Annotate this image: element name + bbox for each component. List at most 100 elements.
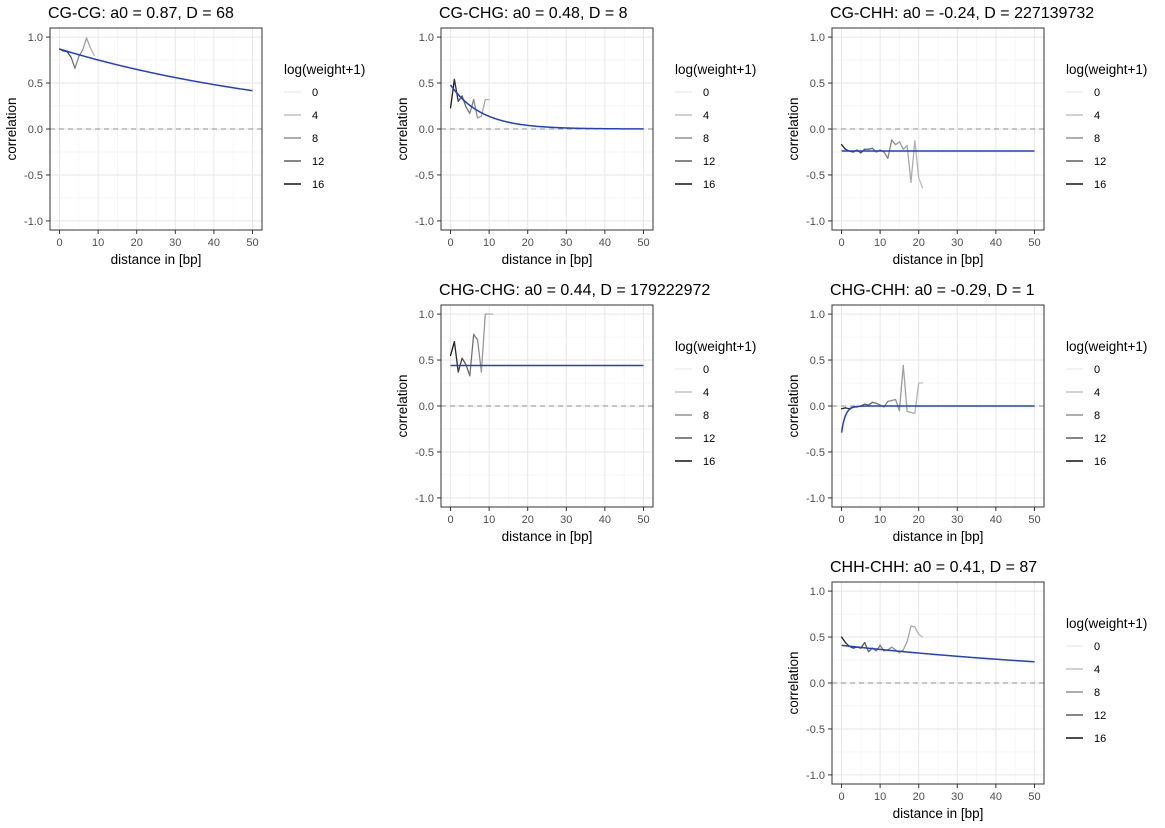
fitted-curve [841,644,1035,663]
observed-segment [914,140,920,179]
x-tick-label: 20 [131,237,143,249]
y-axis-label: correlation [786,374,801,437]
observed-segment [918,177,924,189]
observed-segment [465,106,471,115]
legend-label: 0 [1094,641,1100,653]
y-tick-label: 0.5 [810,355,825,367]
chart-title: CG-CHH: a0 = -0.24, D = 227139732 [830,5,1094,22]
x-tick-label: 0 [447,514,453,526]
x-tick-label: 20 [913,237,925,249]
chart-title: CG-CHG: a0 = 0.48, D = 8 [439,5,628,22]
observed-segment [891,646,897,651]
observed-segment [473,333,479,341]
observed-segment [894,398,901,412]
y-tick-label: -0.5 [806,170,825,182]
legend: log(weight+1) 0 4 8 12 16 [675,339,756,468]
chart-panel-3: 0 10 20 30 40 50-1.0-0.50.00.51.0CG-CHH: a0 =… [786,5,1147,267]
observed-segment [66,51,72,58]
y-tick-label: 0.0 [28,124,43,136]
observed-segment [74,55,80,69]
observed-segment [887,399,893,403]
y-tick-label: 0.0 [419,401,434,413]
legend-label: 16 [1094,179,1106,191]
x-tick-label: 0 [838,791,844,803]
x-tick-label: 10 [874,237,886,249]
x-tick-label: 10 [92,237,104,249]
legend: log(weight+1) 0 4 8 12 16 [1066,616,1147,745]
observed-segment [461,357,467,366]
legend-label: 0 [1094,87,1100,99]
x-tick-label: 40 [990,237,1002,249]
legend-title: log(weight+1) [1066,339,1147,354]
y-tick-label: -0.5 [415,447,434,459]
y-axis-label: correlation [786,97,801,160]
y-tick-label: -0.5 [24,170,43,182]
legend-label: 4 [1094,387,1100,399]
fitted-curve [840,405,1035,433]
y-tick-label: -0.5 [415,170,434,182]
observed-segment [906,410,912,414]
observed-segment [480,313,486,373]
x-tick-label: 50 [1028,514,1040,526]
observed-segment [894,141,901,146]
x-tick-label: 30 [560,237,572,249]
observed-segment [840,143,847,150]
chart-title: CHH-CHH: a0 = 0.41, D = 87 [830,559,1037,576]
legend-label: 0 [312,87,318,99]
observed-segment [902,640,908,651]
observed-segment [476,339,483,373]
fitted-curve [59,48,253,92]
observed-segment [898,364,904,412]
legend-label: 12 [1094,156,1106,168]
legend-title: log(weight+1) [1066,616,1147,631]
observed-segment [476,115,483,119]
y-tick-label: 0.5 [28,78,43,90]
x-tick-label: 50 [246,237,258,249]
chart-panel-2: 0 10 20 30 40 50-1.0-0.50.00.51.0CG-CHG: a0 =… [395,5,756,267]
observed-segment [910,625,916,628]
chart-title: CHG-CHH: a0 = -0.29, D = 1 [830,282,1035,299]
y-tick-label: -1.0 [806,770,825,782]
observed-segment [864,641,870,653]
y-tick-label: 1.0 [810,32,825,44]
legend-label: 0 [703,87,709,99]
legend-label: 16 [703,179,715,191]
observed-segment [902,144,908,150]
observed-segment [875,644,881,652]
observed-segment [453,78,459,103]
legend-label: 12 [1094,433,1106,445]
chart-title: CHG-CHG: a0 = 0.44, D = 179222972 [439,282,710,299]
legend: log(weight+1) 0 4 8 12 16 [1066,339,1147,468]
legend-label: 12 [703,433,715,445]
observed-segment [85,37,92,49]
x-axis-label: distance in [bp] [111,252,202,267]
observed-segment [871,401,877,404]
legend-label: 4 [312,110,318,122]
legend-title: log(weight+1) [284,62,365,77]
y-tick-label: 0.5 [810,78,825,90]
y-tick-label: 1.0 [28,32,43,44]
legend-title: log(weight+1) [1066,62,1147,77]
x-tick-label: 30 [951,791,963,803]
legend-title: log(weight+1) [675,339,756,354]
x-tick-label: 30 [560,514,572,526]
legend-label: 8 [1094,687,1100,699]
observed-segment [883,151,889,160]
legend: log(weight+1) 0 4 8 12 16 [1066,62,1147,191]
legend: log(weight+1) 0 4 8 12 16 [675,62,756,191]
legend-label: 8 [312,133,318,145]
fitted-curve [449,84,644,130]
x-axis-label: distance in [bp] [502,529,593,544]
legend-label: 4 [703,110,709,122]
x-tick-label: 0 [56,237,62,249]
observed-segment [891,139,897,146]
y-tick-label: -0.5 [806,447,825,459]
observed-segment [840,407,847,410]
observed-segment [898,141,904,150]
x-tick-label: 40 [990,791,1002,803]
x-tick-label: 0 [838,237,844,249]
observed-segment [465,363,471,377]
